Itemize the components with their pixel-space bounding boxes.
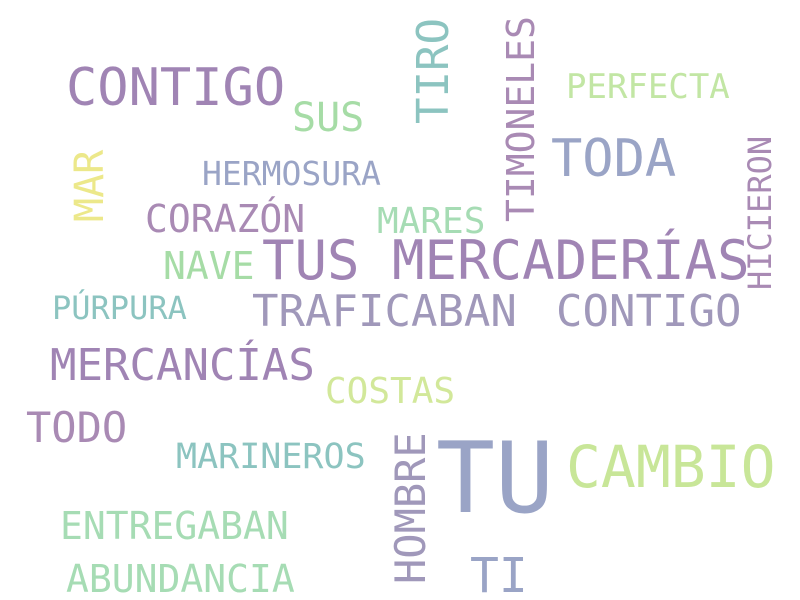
word-tu: TU <box>436 422 555 536</box>
word-entregaban: ENTREGABAN <box>60 504 289 548</box>
word-corazon: CORAZÓN <box>145 197 306 241</box>
word-timoneles: TIMONELES <box>499 16 543 222</box>
word-marineros: MARINEROS <box>176 437 366 477</box>
word-toda: TODA <box>551 129 677 189</box>
word-traficaban: TRAFICABAN <box>252 286 517 337</box>
word-todo: TODO <box>26 403 128 452</box>
word-cambio: CAMBIO <box>566 433 776 501</box>
word-ti: TI <box>470 548 528 600</box>
word-perfecta: PERFECTA <box>566 67 730 107</box>
word-contigo: CONTIGO <box>556 286 742 337</box>
word-mares: MARES <box>377 201 486 242</box>
word-tiro: TIRO <box>408 18 459 124</box>
word-contigo: CONTIGO <box>66 58 286 118</box>
word-hermosura: HERMOSURA <box>202 154 381 193</box>
word-abundancia: ABUNDANCIA <box>66 557 295 600</box>
word-nave: NAVE <box>163 244 255 288</box>
word-purpura: PÚRPURA <box>52 289 187 327</box>
word-mar: MAR <box>67 149 113 222</box>
word-hombre: HOMBRE <box>386 432 435 584</box>
word-costas: COSTAS <box>325 371 456 412</box>
word-mercancias: MERCANCÍAS <box>50 340 315 391</box>
word-sus: SUS <box>292 95 365 141</box>
word-tus-mercaderias: TUS MERCADERÍAS <box>262 229 750 292</box>
